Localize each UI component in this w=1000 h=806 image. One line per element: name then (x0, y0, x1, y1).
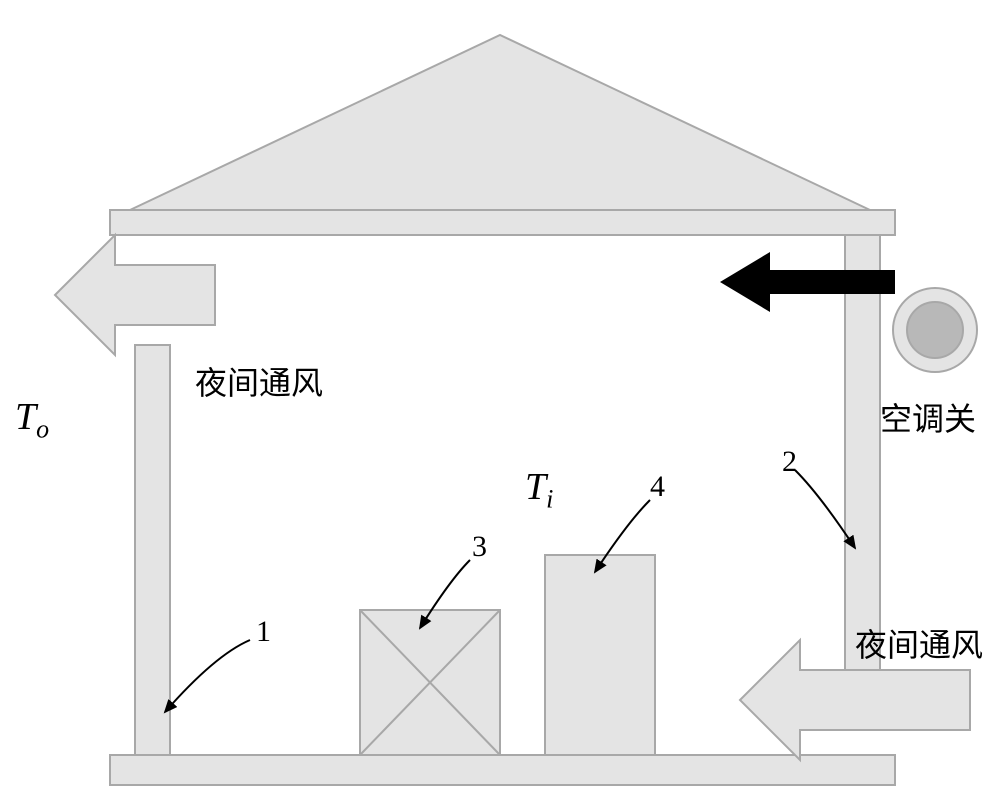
label-night-vent-right: 夜间通风 (855, 620, 983, 666)
label-num-2: 2 (782, 445, 797, 479)
label-night-vent-left: 夜间通风 (195, 358, 323, 404)
ac-inner-circle (907, 302, 963, 358)
right-wall (845, 235, 880, 675)
label-num-1: 1 (256, 615, 271, 649)
arrow-top-left-out (55, 235, 215, 355)
ceiling-slab (110, 210, 895, 235)
label-T-i: Ti (525, 465, 553, 515)
box-item-4 (545, 555, 655, 755)
label-T-o: To (15, 395, 49, 445)
label-ac-off: 空调关 (880, 394, 976, 440)
left-wall (135, 345, 170, 755)
roof-triangle (130, 35, 870, 210)
pointer-1 (165, 640, 250, 712)
label-num-4: 4 (650, 470, 665, 504)
floor-slab (110, 755, 895, 785)
label-num-3: 3 (472, 530, 487, 564)
building-diagram (0, 0, 1000, 806)
